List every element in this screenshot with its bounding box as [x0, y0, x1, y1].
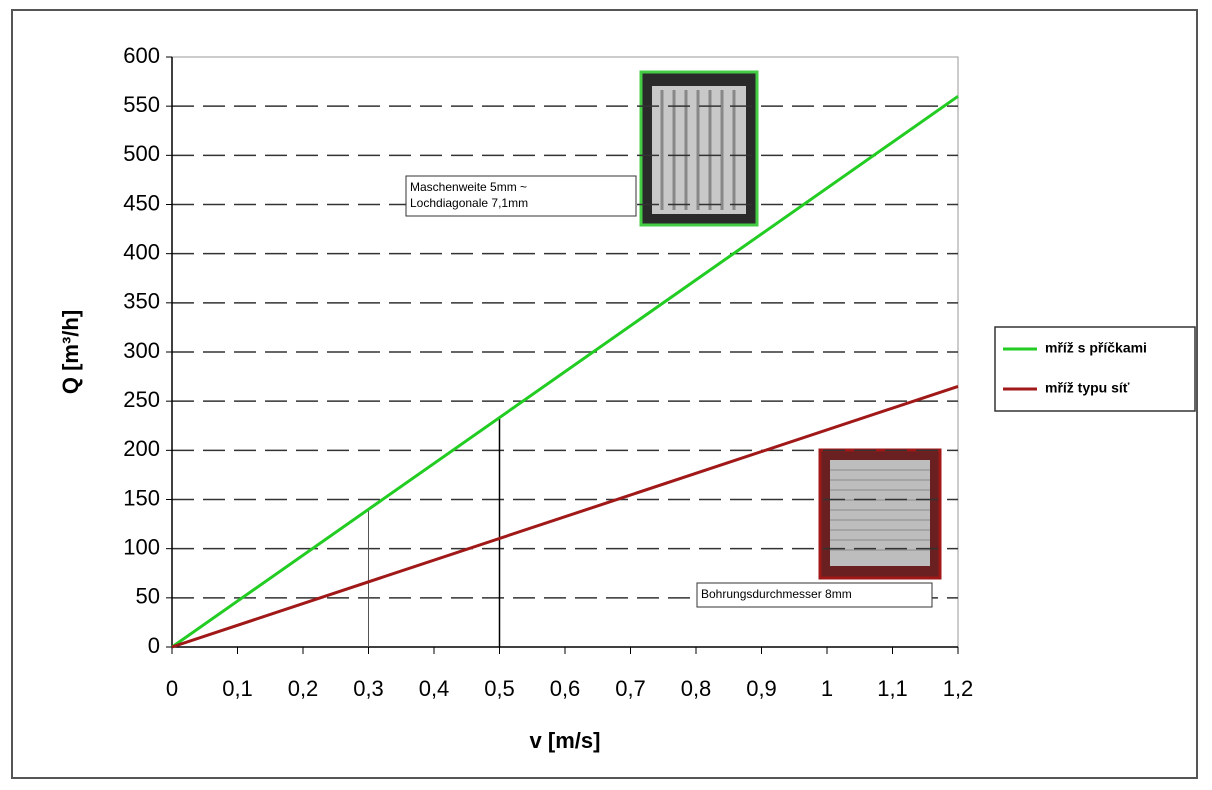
x-axis-label: v [m/s] [530, 728, 601, 753]
x-tick-label: 0,5 [484, 676, 515, 701]
y-tick-label: 500 [123, 141, 160, 166]
x-tick-label: 0,3 [353, 676, 384, 701]
y-tick-label: 300 [123, 338, 160, 363]
x-tick-label: 0,2 [288, 676, 319, 701]
x-tick-label: 0 [166, 676, 178, 701]
photo-grille-mesh [818, 448, 942, 580]
x-tick-label: 0,8 [681, 676, 712, 701]
x-tick-label: 0,7 [615, 676, 646, 701]
y-tick-label: 200 [123, 436, 160, 461]
series-line [171, 95, 959, 649]
x-tick-label: 0,6 [550, 676, 581, 701]
y-tick-label: 100 [123, 534, 160, 559]
annotation-text: Bohrungsdurchmesser 8mm [701, 587, 852, 601]
y-tick-label: 50 [136, 584, 160, 609]
annotation-text: Lochdiagonale 7,1mm [410, 196, 528, 210]
x-tick-label: 0,1 [222, 676, 253, 701]
y-axis-label: Q [m³/h] [58, 310, 83, 394]
y-tick-label: 450 [123, 190, 160, 215]
series-line [171, 384, 959, 649]
y-tick-label: 400 [123, 239, 160, 264]
y-tick-label: 550 [123, 92, 160, 117]
annotation-box [405, 175, 637, 217]
x-tick-label: 1 [821, 676, 833, 701]
x-tick-label: 1,1 [877, 676, 908, 701]
y-tick-label: 350 [123, 289, 160, 314]
annotation-text: Maschenweite 5mm ~ [410, 180, 527, 194]
y-tick-label: 250 [123, 387, 160, 412]
x-tick-label: 1,2 [943, 676, 974, 701]
y-tick-label: 150 [123, 485, 160, 510]
photo-grille-bars [639, 70, 759, 227]
legend-label: mříž s příčkami [1045, 340, 1147, 356]
x-tick-label: 0,9 [746, 676, 777, 701]
legend-label: mříž typu síť [1045, 380, 1130, 396]
annotation-box [696, 582, 933, 608]
y-tick-label: 0 [148, 633, 160, 658]
x-tick-label: 0,4 [419, 676, 450, 701]
legend-box [994, 326, 1196, 412]
y-tick-label: 600 [123, 43, 160, 68]
